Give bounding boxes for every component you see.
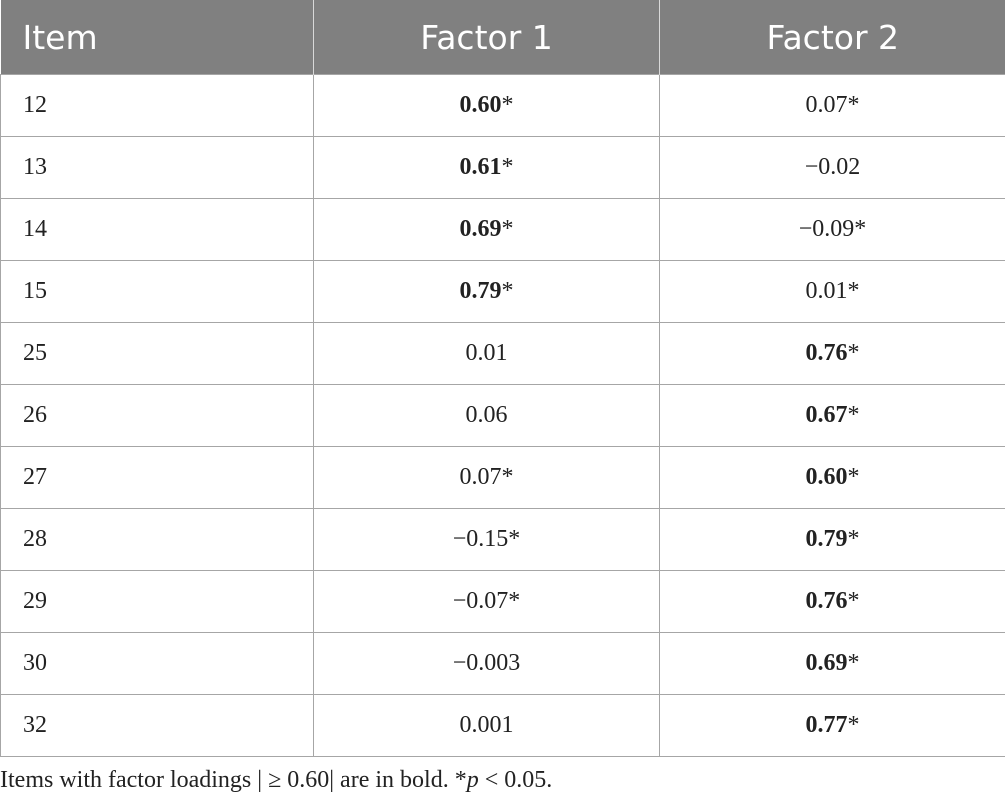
significance-marker: * <box>508 588 520 614</box>
factor-loadings-table-container: Item Factor 1 Factor 2 12 0.60* 0.07* 13 0.6… <box>0 0 1005 757</box>
table-row: 29 −0.07* 0.76* <box>1 571 1005 633</box>
loading-value: 0.60 <box>806 464 848 490</box>
significance-marker: * <box>502 216 514 242</box>
loading-value: 0.07 <box>806 92 848 118</box>
loading-value: 0.76 <box>806 340 848 366</box>
factor-loadings-table: Item Factor 1 Factor 2 12 0.60* 0.07* 13 0.6… <box>0 0 1005 757</box>
significance-marker: * <box>848 340 860 366</box>
cell-item: 25 <box>1 323 314 385</box>
cell-factor-1: 0.60* <box>314 75 660 137</box>
table-header-row: Item Factor 1 Factor 2 <box>1 0 1005 75</box>
cell-item: 26 <box>1 385 314 447</box>
cell-factor-1: 0.001 <box>314 695 660 757</box>
cell-factor-1: 0.79* <box>314 261 660 323</box>
cell-item: 15 <box>1 261 314 323</box>
loading-value: 0.79 <box>460 278 502 304</box>
cell-factor-1: 0.06 <box>314 385 660 447</box>
significance-marker: * <box>502 154 514 180</box>
table-row: 27 0.07* 0.60* <box>1 447 1005 509</box>
table-row: 30 −0.003 0.69* <box>1 633 1005 695</box>
significance-marker: * <box>848 278 860 304</box>
cell-factor-1: −0.15* <box>314 509 660 571</box>
significance-marker: * <box>502 278 514 304</box>
loading-value: 0.07 <box>460 464 502 490</box>
table-row: 12 0.60* 0.07* <box>1 75 1005 137</box>
table-row: 14 0.69* −0.09* <box>1 199 1005 261</box>
table-row: 15 0.79* 0.01* <box>1 261 1005 323</box>
loading-value: 0.61 <box>460 154 502 180</box>
significance-marker: * <box>848 588 860 614</box>
cell-item: 32 <box>1 695 314 757</box>
cell-factor-1: 0.69* <box>314 199 660 261</box>
cell-factor-1: −0.07* <box>314 571 660 633</box>
loading-value: 0.60 <box>460 92 502 118</box>
significance-marker: * <box>508 526 520 552</box>
cell-item: 29 <box>1 571 314 633</box>
table-footnote: Items with factor loadings | ≥ 0.60| are… <box>0 767 552 794</box>
header-factor-1: Factor 1 <box>314 0 660 75</box>
cell-factor-1: 0.01 <box>314 323 660 385</box>
cell-factor-2: 0.76* <box>660 323 1005 385</box>
significance-marker: * <box>848 526 860 552</box>
loading-value: 0.76 <box>806 588 848 614</box>
table-row: 26 0.06 0.67* <box>1 385 1005 447</box>
loading-value: 0.06 <box>466 402 508 428</box>
cell-factor-2: 0.67* <box>660 385 1005 447</box>
cell-factor-2: −0.02 <box>660 137 1005 199</box>
loading-value: 0.67 <box>806 402 848 428</box>
table-row: 28 −0.15* 0.79* <box>1 509 1005 571</box>
cell-factor-1: 0.61* <box>314 137 660 199</box>
loading-value: 0.69 <box>460 216 502 242</box>
significance-marker: * <box>848 402 860 428</box>
loading-value: −0.07 <box>453 588 509 614</box>
loading-value: −0.15 <box>453 526 509 552</box>
significance-marker: * <box>854 216 866 242</box>
significance-marker: * <box>848 650 860 676</box>
footnote-text-after: < 0.05. <box>479 767 553 793</box>
footnote-p-symbol: p <box>467 767 479 793</box>
cell-factor-1: −0.003 <box>314 633 660 695</box>
loading-value: 0.77 <box>806 712 848 738</box>
loading-value: 0.01 <box>806 278 848 304</box>
cell-factor-2: 0.79* <box>660 509 1005 571</box>
cell-item: 27 <box>1 447 314 509</box>
cell-item: 12 <box>1 75 314 137</box>
cell-factor-2: 0.07* <box>660 75 1005 137</box>
significance-marker: * <box>848 464 860 490</box>
loading-value: 0.01 <box>466 340 508 366</box>
loading-value: −0.02 <box>805 154 861 180</box>
cell-factor-2: 0.01* <box>660 261 1005 323</box>
table-body: 12 0.60* 0.07* 13 0.61* −0.02 14 0.69* −0.09* 15 0… <box>1 75 1005 757</box>
loading-value: −0.09 <box>799 216 855 242</box>
loading-value: 0.69 <box>806 650 848 676</box>
cell-item: 14 <box>1 199 314 261</box>
cell-item: 13 <box>1 137 314 199</box>
cell-factor-2: 0.76* <box>660 571 1005 633</box>
loading-value: 0.001 <box>460 712 514 738</box>
table-row: 25 0.01 0.76* <box>1 323 1005 385</box>
cell-factor-2: 0.60* <box>660 447 1005 509</box>
footnote-text-before: Items with factor loadings | ≥ 0.60| are… <box>0 767 467 793</box>
significance-marker: * <box>502 464 514 490</box>
header-factor-2: Factor 2 <box>660 0 1005 75</box>
table-row: 13 0.61* −0.02 <box>1 137 1005 199</box>
significance-marker: * <box>848 92 860 118</box>
loading-value: 0.79 <box>806 526 848 552</box>
significance-marker: * <box>502 92 514 118</box>
loading-value: −0.003 <box>453 650 521 676</box>
cell-factor-1: 0.07* <box>314 447 660 509</box>
cell-item: 28 <box>1 509 314 571</box>
table-row: 32 0.001 0.77* <box>1 695 1005 757</box>
cell-factor-2: −0.09* <box>660 199 1005 261</box>
cell-factor-2: 0.77* <box>660 695 1005 757</box>
cell-factor-2: 0.69* <box>660 633 1005 695</box>
significance-marker: * <box>848 712 860 738</box>
header-item: Item <box>1 0 314 75</box>
cell-item: 30 <box>1 633 314 695</box>
